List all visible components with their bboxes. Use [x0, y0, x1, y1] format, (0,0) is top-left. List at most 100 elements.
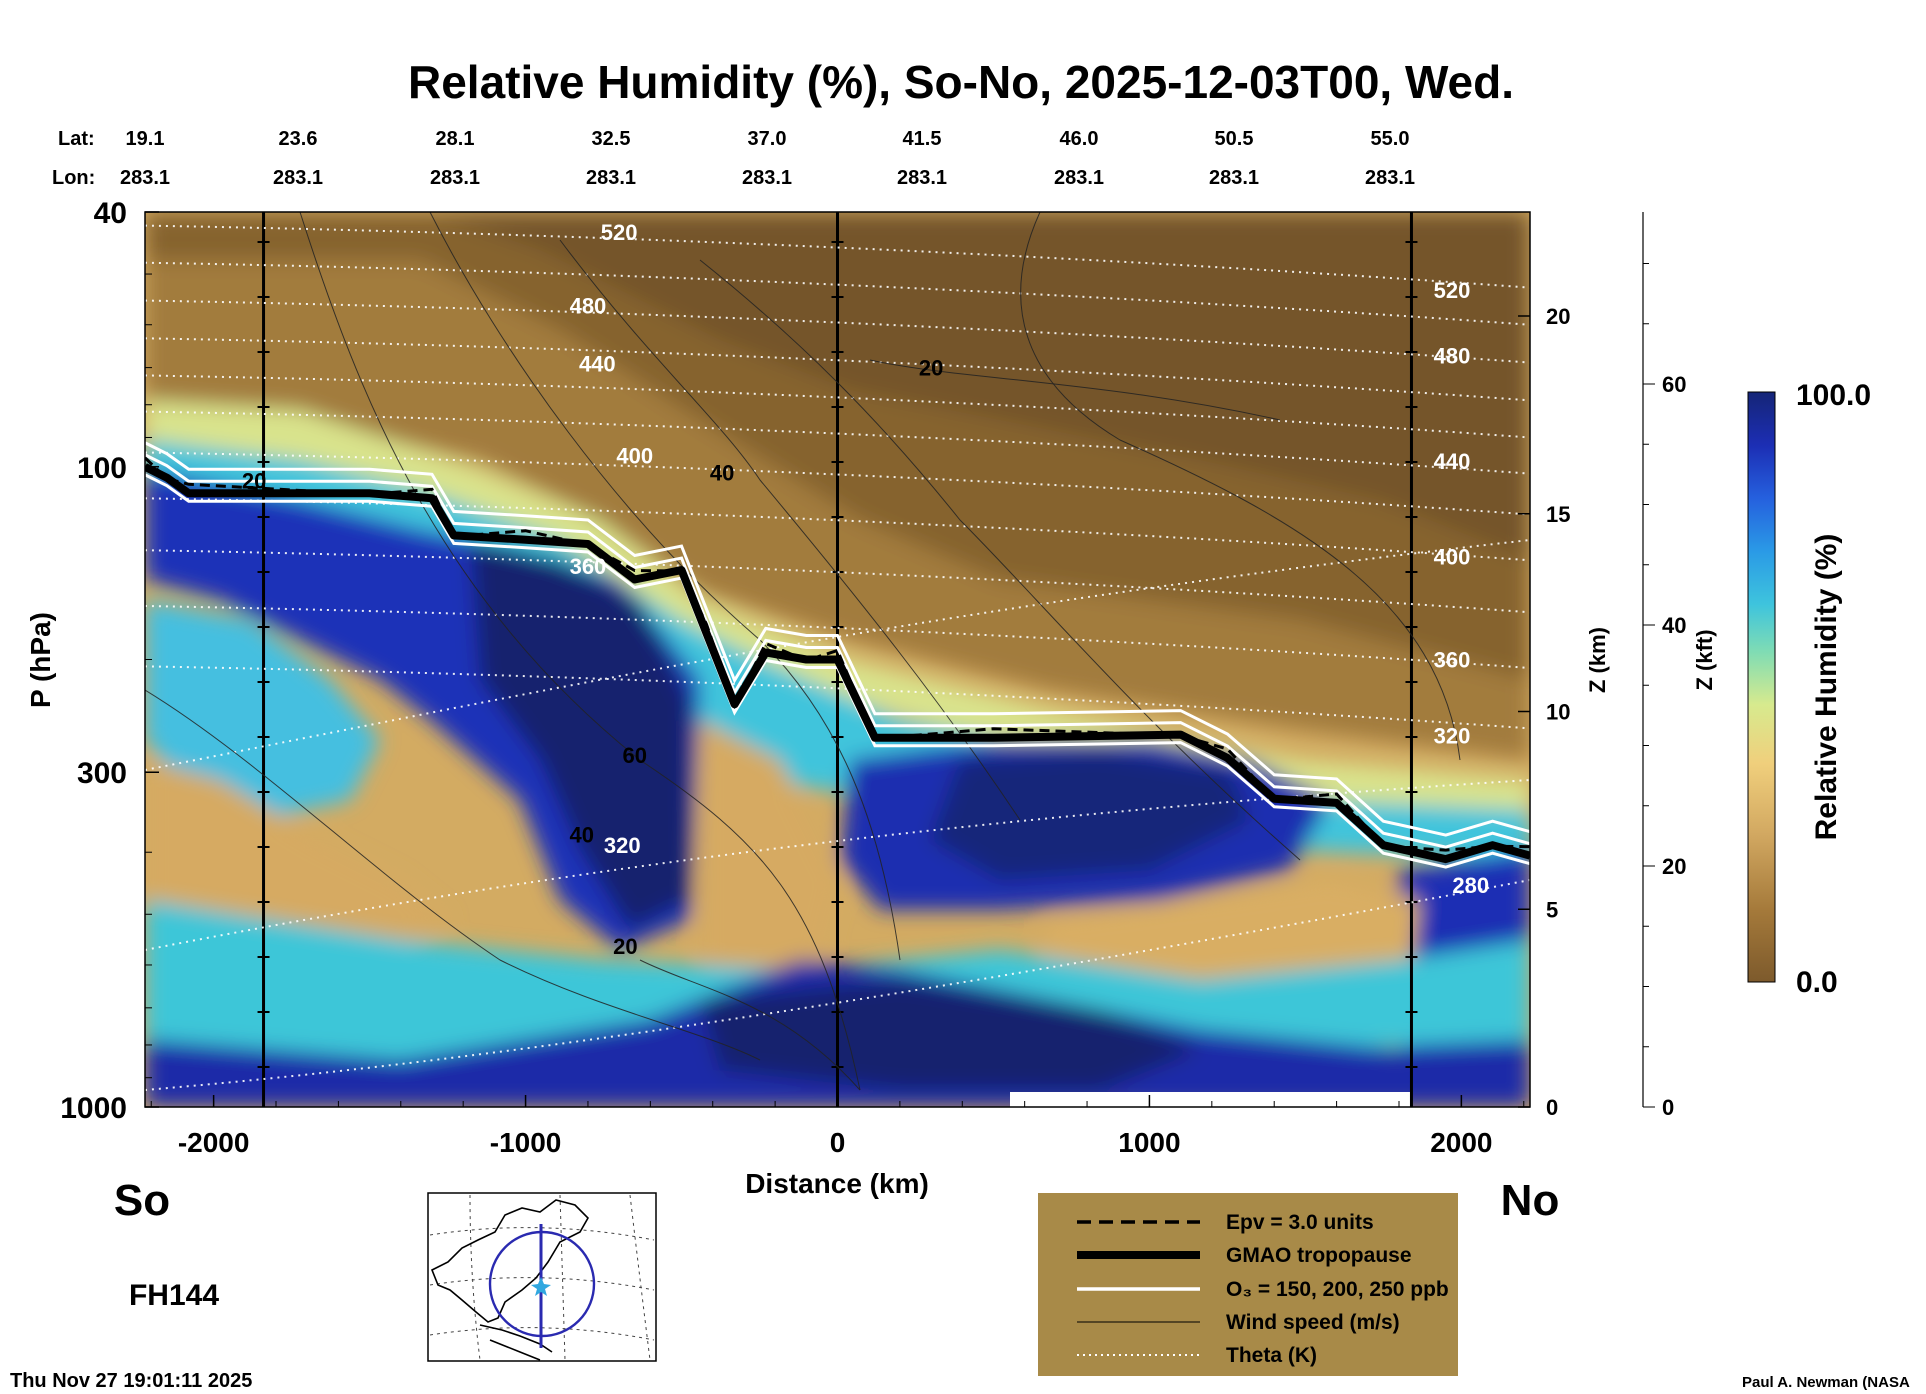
x-tick-label: -1000: [490, 1127, 562, 1158]
x-tick-label: -2000: [178, 1127, 250, 1158]
contour-overlays: 520 480 440 400 360 320 520 480 440 400 360 320 280 2…: [145, 212, 1530, 1107]
legend-label-wind: Wind speed (m/s): [1226, 1311, 1400, 1334]
colorbar-min-label: 0.0: [1796, 966, 1838, 999]
y-axis-label: P (hPa): [25, 612, 56, 708]
lat-value: 55.0: [1371, 128, 1410, 150]
south-endpoint-label: So: [114, 1176, 170, 1225]
map-center-star-icon: [531, 1277, 551, 1296]
locator-map: [427, 1192, 657, 1362]
lat-value: 50.5: [1215, 128, 1254, 150]
theta-label: 520: [1434, 278, 1471, 303]
lat-value: 19.1: [126, 128, 165, 150]
lat-value: 41.5: [903, 128, 942, 150]
z-kft-tick-label: 0: [1662, 1095, 1674, 1120]
lat-value: 23.6: [279, 128, 318, 150]
colorbar: 100.0 0.0 Relative Humidity (%): [1747, 379, 1871, 999]
lon-value: 283.1: [1209, 167, 1259, 189]
legend-label-epv: Epv = 3.0 units: [1226, 1211, 1374, 1234]
theta-label: 440: [1434, 449, 1471, 474]
z-km-tick-label: 10: [1546, 700, 1570, 725]
theta-label: 360: [1434, 648, 1471, 673]
credit: Paul A. Newman (NASA: [1742, 1374, 1910, 1391]
theta-label: 480: [1434, 343, 1471, 368]
lon-value: 283.1: [273, 167, 323, 189]
timestamp: Thu Nov 27 19:01:11 2025: [10, 1370, 252, 1392]
map-coastline: [430, 1199, 589, 1361]
z-kft-tick-label: 20: [1662, 854, 1686, 879]
theta-label: 520: [601, 220, 638, 245]
lon-value: 283.1: [1054, 167, 1104, 189]
wind-speed-contour: [145, 689, 761, 1061]
y-tick-label: 100: [77, 452, 127, 485]
wind-label: 60: [622, 743, 646, 768]
lat-value: 28.1: [436, 128, 475, 150]
z-km-axis-label: Z (km): [1585, 627, 1610, 693]
y-tick-label: 40: [94, 197, 127, 230]
lat-label: Lat:: [58, 128, 95, 150]
wind-speed-contour: [299, 212, 861, 1091]
wind-speed-contour: [869, 359, 1281, 421]
lat-value: 46.0: [1060, 128, 1099, 150]
z-km-tick-label: 20: [1546, 304, 1570, 329]
legend-label-ozone: O₃ = 150, 200, 250 ppb: [1226, 1278, 1449, 1301]
wind-label: 20: [242, 468, 266, 493]
lon-value: 283.1: [897, 167, 947, 189]
theta-label: 400: [616, 443, 653, 468]
y-tick-label: 300: [77, 757, 127, 790]
wind-label: 20: [919, 356, 943, 381]
wind-label: 40: [569, 822, 593, 847]
humidity-navy-core-right: [930, 750, 1250, 880]
x-tick-label: 0: [830, 1127, 846, 1158]
y-tick-label: 1000: [60, 1092, 127, 1125]
axes: -2000 -1000 0 1000 2000 40 100 300 1000 0 5 10 15 20 0…: [60, 197, 1686, 1158]
lat-lon-header: Lat: Lon: 19.1 23.6 28.1 32.5 37.0 41.5 46.0 50…: [52, 128, 1415, 189]
humidity-darker-stratosphere: [430, 212, 1530, 560]
z-kft-tick-label: 40: [1662, 613, 1686, 638]
theta-isentrope-line: [145, 539, 1530, 771]
theta-label: 400: [1434, 544, 1471, 569]
theta-label: 320: [1434, 724, 1471, 749]
lat-value: 37.0: [748, 128, 787, 150]
z-km-tick-label: 15: [1546, 502, 1570, 527]
legend: Epv = 3.0 units GMAO tropopause O₃ = 150…: [1038, 1193, 1458, 1376]
colorbar-title: Relative Humidity (%): [1810, 534, 1843, 841]
theta-label: 320: [604, 833, 641, 858]
ozone-contour: [145, 441, 1530, 837]
chart-title: Relative Humidity (%), So-No, 2025-12-03…: [408, 56, 1514, 108]
legend-label-theta: Theta (K): [1226, 1344, 1317, 1367]
lat-value: 32.5: [592, 128, 631, 150]
lon-value: 283.1: [586, 167, 636, 189]
lon-label: Lon:: [52, 167, 95, 189]
tropopause-line: [145, 463, 1530, 864]
humidity-navy-boundary: [700, 980, 1200, 1090]
wind-speed-contour: [429, 212, 901, 961]
wind-speed-contour: [1020, 212, 1461, 761]
colorbar-gradient: [1747, 391, 1776, 983]
humidity-dry-pocket-middle: [700, 720, 840, 980]
theta-isentrope-line: [145, 779, 1530, 951]
z-km-tick-label: 0: [1546, 1095, 1558, 1120]
epv-contour: [145, 456, 1530, 852]
humidity-transition: [145, 400, 1530, 820]
x-tick-label: 2000: [1430, 1127, 1492, 1158]
ozone-contour: [145, 453, 1530, 849]
humidity-dry-pocket-left: [145, 760, 450, 960]
forecast-hour: FH144: [129, 1279, 219, 1312]
ozone-contour: [145, 473, 1530, 869]
legend-label-tropopause: GMAO tropopause: [1226, 1244, 1412, 1267]
theta-label: 280: [1452, 873, 1489, 898]
north-endpoint-label: No: [1501, 1176, 1560, 1225]
z-kft-tick-label: 60: [1662, 372, 1686, 397]
theta-label: 360: [570, 554, 607, 579]
plot-area: 520 480 440 400 360 320 520 480 440 400 360 320 280 2…: [145, 212, 1530, 1107]
wind-label: 40: [710, 460, 734, 485]
wind-speed-contour: [639, 959, 861, 1091]
lon-value: 283.1: [120, 167, 170, 189]
wind-speed-contour: [699, 259, 1301, 861]
ground-mask: [1010, 1092, 1410, 1107]
lon-value: 283.1: [742, 167, 792, 189]
z-kft-axis-label: Z (kft): [1692, 629, 1717, 690]
humidity-navy-core-left: [470, 540, 690, 930]
colorbar-max-label: 100.0: [1796, 379, 1871, 412]
